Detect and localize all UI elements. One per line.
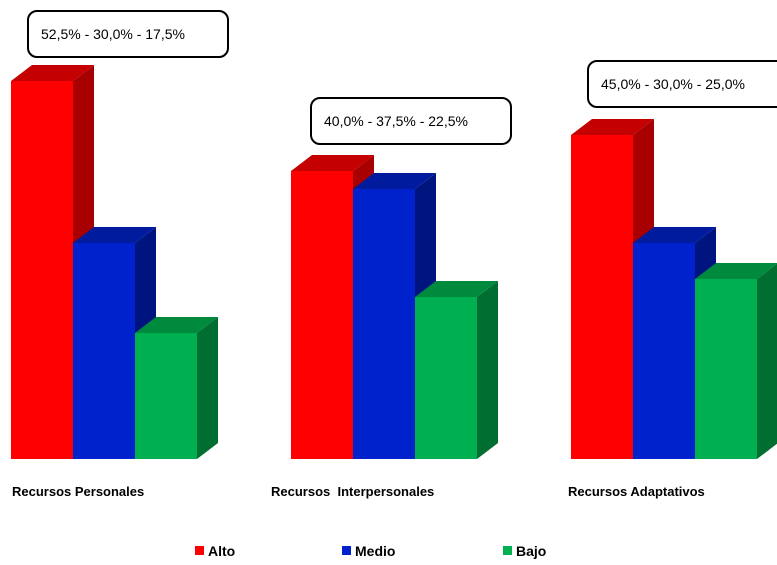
legend-swatch-bajo (503, 546, 512, 555)
bar-top-bajo-1 (415, 281, 498, 297)
bar-side-bajo-0 (197, 317, 218, 459)
legend-swatch-medio (342, 546, 351, 555)
bar-front-alto-0 (11, 81, 73, 459)
bar-top-medio-0 (73, 227, 156, 243)
bar-top-medio-2 (633, 227, 716, 243)
legend-label-alto: Alto (208, 543, 235, 559)
bar-front-medio-2 (633, 243, 695, 459)
callout-box-1 (310, 97, 512, 145)
bar-front-medio-1 (353, 189, 415, 459)
callout-0: 52,5% - 30,0% - 17,5% (27, 10, 229, 58)
callout-box-2 (587, 60, 777, 108)
category-label-interpersonales: Recursos Interpersonales (271, 484, 434, 499)
bar-side-bajo-2 (757, 263, 777, 459)
bar-top-alto-2 (571, 119, 654, 135)
callout-text-1: 40,0% - 37,5% - 22,5% (324, 113, 468, 129)
bar-top-alto-0 (11, 65, 94, 81)
bar-front-alto-1 (291, 171, 353, 459)
bar-bajo-0 (135, 317, 218, 459)
category-label-personales: Recursos Personales (12, 484, 144, 499)
bar-front-bajo-2 (695, 279, 757, 459)
bar-front-bajo-1 (415, 297, 477, 459)
bar-top-alto-1 (291, 155, 374, 171)
bar-top-bajo-0 (135, 317, 218, 333)
callout-1: 40,0% - 37,5% - 22,5% (310, 97, 512, 145)
legend-label-bajo: Bajo (516, 543, 546, 559)
legend-swatch-alto (195, 546, 204, 555)
category-label-adaptativos: Recursos Adaptativos (568, 484, 705, 499)
bars-layer (11, 65, 777, 459)
legend-label-medio: Medio (355, 543, 395, 559)
bar-front-medio-0 (73, 243, 135, 459)
bar-bajo-2 (695, 263, 777, 459)
callout-text-0: 52,5% - 30,0% - 17,5% (41, 26, 185, 42)
legend: Alto Medio Bajo (195, 543, 546, 559)
bar-top-bajo-2 (695, 263, 777, 279)
bar-bajo-1 (415, 281, 498, 459)
callouts-layer: 52,5% - 30,0% - 17,5% 40,0% - 37,5% - 22,… (27, 10, 777, 145)
bar-front-bajo-0 (135, 333, 197, 459)
callout-text-2: 45,0% - 30,0% - 25,0% (601, 76, 745, 92)
bar-side-bajo-1 (477, 281, 498, 459)
bar-front-alto-2 (571, 135, 633, 459)
bar-top-medio-1 (353, 173, 436, 189)
callout-box-0 (27, 10, 229, 58)
callout-2: 45,0% - 30,0% - 25,0% (587, 60, 777, 108)
